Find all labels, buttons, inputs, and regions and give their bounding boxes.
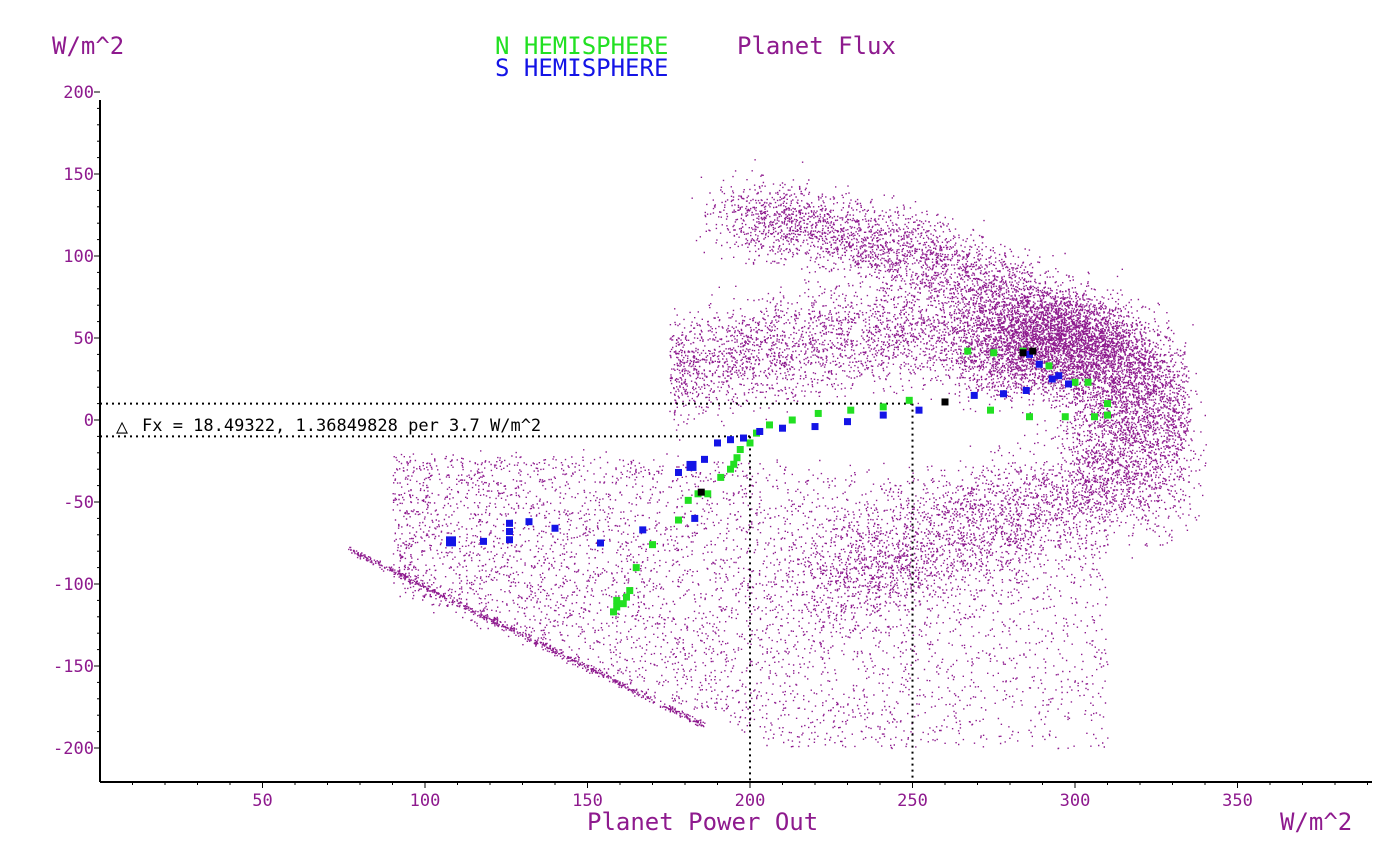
south-hemisphere-point [480,537,487,545]
north-hemisphere-point [1104,400,1111,408]
delta-symbol: △ [116,414,128,438]
south-hemisphere-point [597,539,604,547]
south-hemisphere-point [714,439,721,447]
north-hemisphere-point [632,564,640,572]
north-hemisphere-point [730,460,738,468]
north-hemisphere-point [704,490,712,498]
black-point [697,488,705,496]
south-hemisphere-point [915,406,923,414]
south-hemisphere-point [727,436,734,444]
south-hemisphere-point [740,434,747,442]
y-tick-label: -100 [53,575,94,595]
x-tick-label: 100 [410,791,441,811]
north-hemisphere-point [675,516,682,524]
x-axis-label: Planet Power Out [587,808,818,836]
x-tick-label: 300 [1060,791,1091,811]
y-tick-label: 0 [84,411,94,431]
annotation-lines [100,402,914,782]
y-axis-unit-label: W/m^2 [52,32,124,60]
black-point [1029,347,1037,355]
north-hemisphere-point [736,446,744,454]
south-hemisphere-point [1035,360,1043,368]
black-point [941,398,949,406]
north-hemisphere-point [746,439,754,447]
north-hemisphere-point [626,587,634,595]
y-tick-label: 100 [63,247,94,267]
south-hemisphere-point [691,514,699,522]
south-hemisphere-point [701,455,708,463]
north-hemisphere-point [727,465,734,473]
north-hemisphere-point [619,600,627,608]
south-hemisphere-point [779,424,786,432]
north-hemisphere-point [905,396,913,404]
south-hemisphere-point [686,460,697,471]
north-hemisphere-point [879,403,887,411]
south-hemisphere-point [506,536,513,544]
south-hemisphere-point [525,518,533,526]
point-cloud [348,159,1207,750]
south-hemisphere-point [811,423,819,431]
y-tick-label: 150 [63,165,94,185]
north-hemisphere-point [610,608,617,616]
x-tick-label: 350 [1222,791,1253,811]
north-hemisphere-point [613,603,621,611]
north-hemisphere-point [1061,413,1069,421]
south-hemisphere-point [1022,386,1030,394]
y-tick-label: 200 [63,83,94,103]
south-hemisphere-point [506,528,513,536]
north-hemisphere-point [766,421,773,429]
south-hemisphere-point [506,519,513,527]
north-hemisphere-point [987,406,994,414]
chart-title-north: N HEMISPHERE [495,32,668,60]
north-hemisphere-point [613,596,621,604]
chart-title-flux: Planet Flux [737,32,896,60]
north-hemisphere-point [847,406,855,414]
y-tick-label: -200 [53,739,94,759]
annotation-text: Fx = 18.49322, 1.36849828 per 3.7 W/m^2 [142,416,541,436]
north-hemisphere-point [1104,411,1111,419]
north-hemisphere-point [814,409,822,417]
x-tick-label: 150 [572,791,603,811]
y-tick-label: -150 [53,657,94,677]
south-hemisphere-point [756,427,764,435]
x-tick-label: 200 [735,791,766,811]
south-hemisphere-point [1065,380,1072,388]
y-tick-label: -50 [63,493,94,513]
x-tick-label: 250 [897,791,928,811]
north-hemisphere-point [733,454,741,462]
south-hemisphere-point [1055,372,1063,380]
north-hemisphere-point [623,593,630,601]
south-hemisphere-point [1048,375,1056,383]
south-hemisphere-point [970,391,978,399]
north-hemisphere-point [1084,378,1092,386]
north-hemisphere-point [1071,378,1079,386]
x-tick-label: 50 [252,791,272,811]
north-hemisphere-point [990,349,998,357]
south-hemisphere-point [879,411,887,419]
north-hemisphere-point [649,541,656,549]
chart-title-south: S HEMISPHERE [495,54,668,82]
south-hemisphere-point [639,526,647,534]
south-hemisphere-point [1000,390,1007,398]
north-hemisphere-point [684,496,692,504]
scatter-points [446,347,1111,616]
north-hemisphere-point [717,473,725,481]
south-hemisphere-point [551,524,559,532]
x-axis-unit-label: W/m^2 [1280,808,1352,836]
y-tick-label: 50 [74,329,94,349]
black-point [1019,349,1027,357]
north-hemisphere-point [964,347,972,355]
north-hemisphere-point [1091,413,1098,421]
north-hemisphere-point [788,416,796,424]
axes: 50 100 150 200 250 300 350 200 150 100 50 0 -50 -100 -… [53,83,1372,811]
north-hemisphere-point [1026,413,1033,421]
south-hemisphere-point [675,468,682,476]
flux-point-cloud [348,159,1207,750]
south-hemisphere-point [446,536,456,547]
south-hemisphere-point [844,418,851,426]
north-hemisphere-point [1045,362,1053,370]
